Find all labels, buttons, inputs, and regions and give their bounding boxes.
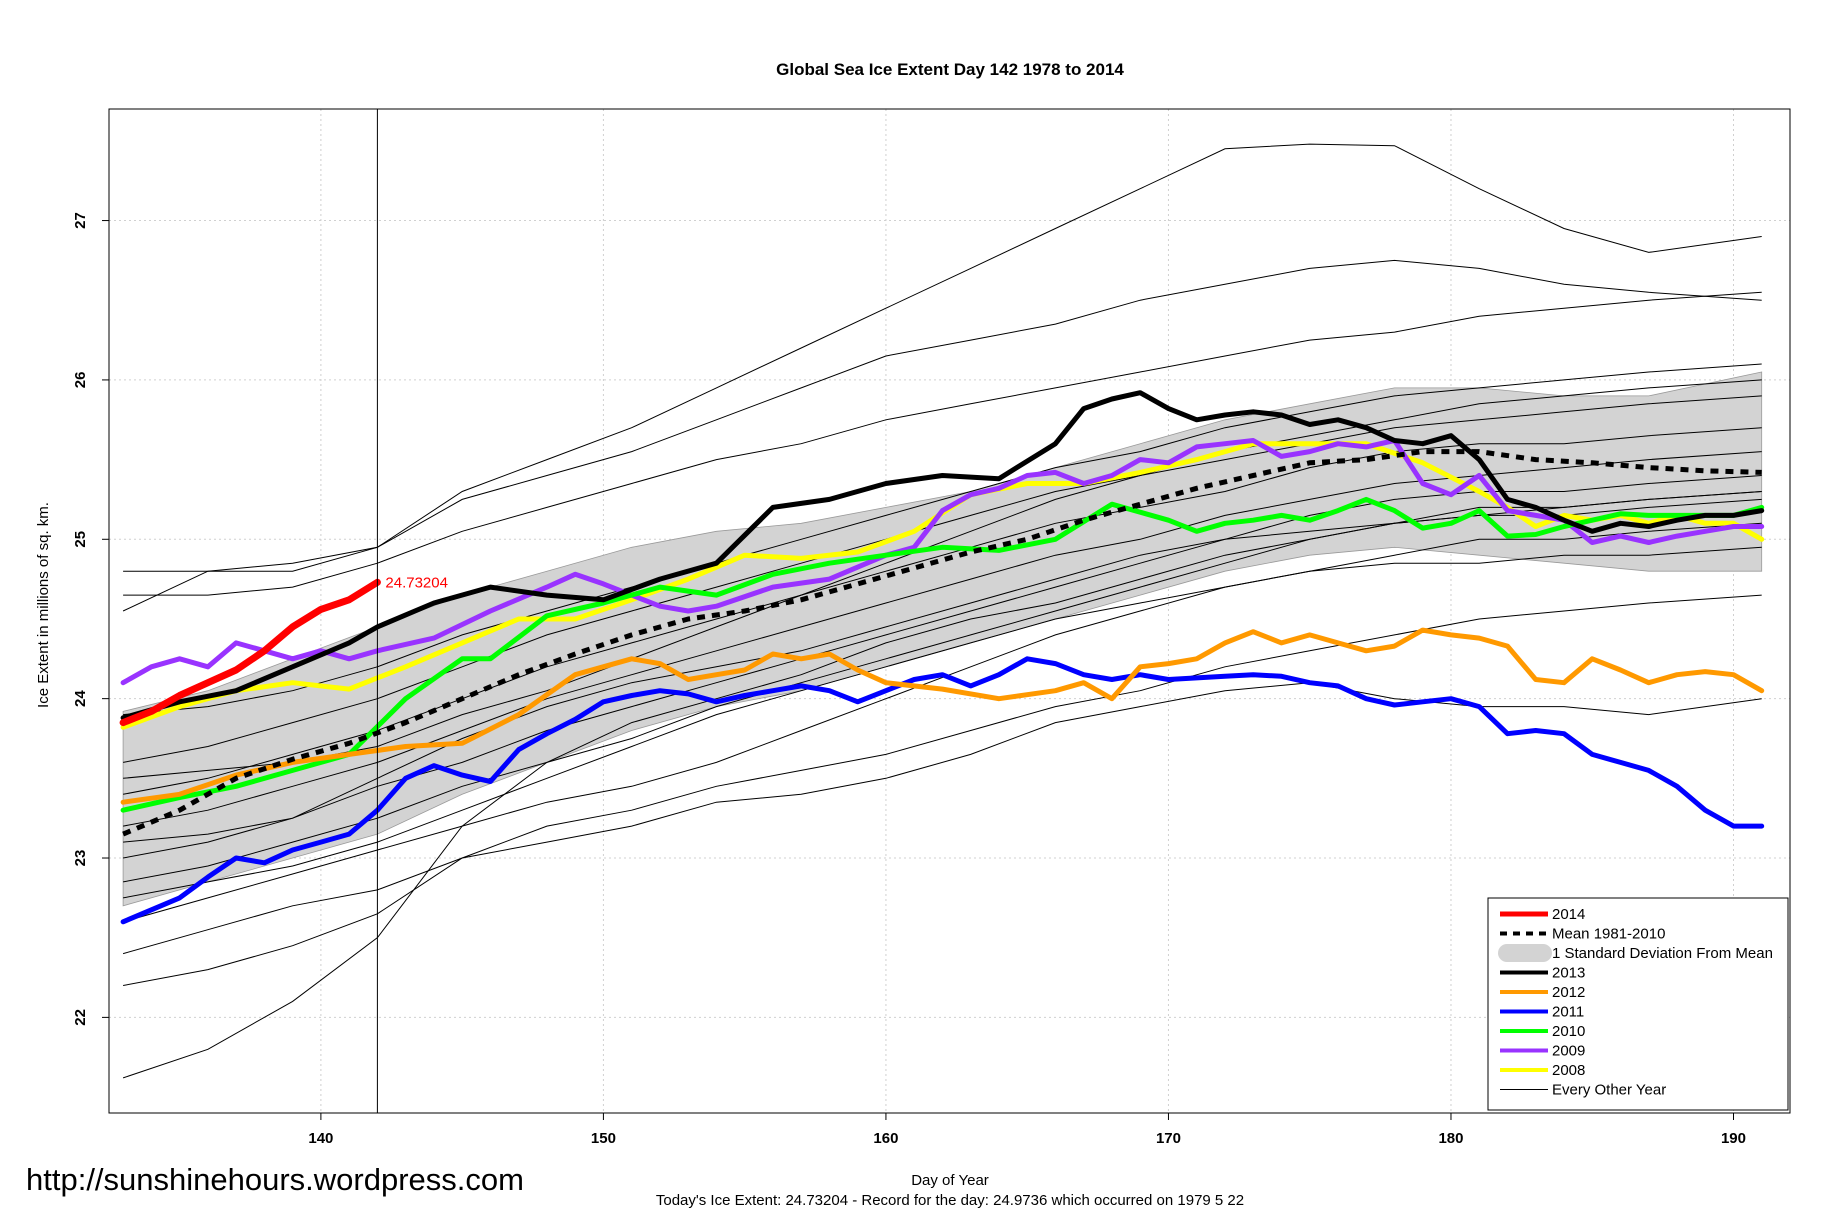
background-year-line — [123, 363, 1762, 716]
x-tick-label: 160 — [873, 1130, 898, 1147]
series-line-2011 — [120, 656, 1765, 925]
current-day-marker: 24.73204 — [376, 109, 448, 1113]
background-year-line — [123, 491, 1762, 883]
website-url: http://sunshinehours.wordpress.com — [26, 1162, 524, 1197]
legend-label: 2013 — [1552, 965, 1585, 982]
y-tick-label: 24 — [72, 690, 89, 707]
std-dev-band — [122, 371, 1763, 907]
background-year-line — [123, 259, 1762, 572]
std-dev-band-area — [122, 371, 1763, 907]
series-line-2013 — [120, 390, 1765, 721]
x-tick-label: 170 — [1156, 1130, 1181, 1147]
background-year-line — [123, 594, 1762, 986]
background-year-line — [123, 291, 1762, 596]
legend-label: Mean 1981-2010 — [1552, 926, 1665, 943]
y-tick-label: 23 — [72, 850, 89, 867]
legend-label: 2012 — [1552, 984, 1585, 1001]
series-line-mean-1981-2010 — [122, 449, 1762, 837]
y-tick-label: 25 — [72, 531, 89, 548]
legend-label: 2011 — [1552, 1004, 1584, 1021]
y-tick-label: 22 — [72, 1009, 89, 1026]
x-tick-label: 180 — [1438, 1130, 1463, 1147]
y-axis-label: Ice Extent in millions of sq. km. — [35, 502, 52, 708]
highlighted-series — [119, 390, 1765, 925]
background-year-line — [122, 143, 1762, 612]
legend-label: 2008 — [1552, 1062, 1585, 1079]
x-tick-label: 190 — [1721, 1130, 1746, 1147]
background-year-line — [122, 682, 1762, 955]
legend: 2014 Mean 1981-2010 1 Standard Deviation F… — [1487, 897, 1789, 1111]
y-tick-label: 27 — [72, 212, 89, 229]
current-value-label: 24.73204 — [385, 574, 448, 591]
series-line-2009 — [120, 438, 1765, 686]
x-axis-ticks: 140 150 160 170 180 190 — [308, 1113, 1746, 1147]
background-year-line — [123, 546, 1762, 899]
legend-label: Every Other Year — [1552, 1082, 1666, 1099]
legend-label: 2009 — [1552, 1043, 1585, 1060]
legend-label: 1 Standard Deviation From Mean — [1552, 945, 1773, 962]
legend-label: 2010 — [1552, 1023, 1585, 1040]
plot-frame — [108, 108, 1791, 1114]
series-line-2012 — [120, 627, 1765, 805]
x-tick-label: 150 — [591, 1130, 616, 1147]
x-axis-label: Day of Year — [911, 1172, 989, 1189]
chart-subtitle: Today's Ice Extent: 24.73204 - Record fo… — [656, 1192, 1244, 1209]
every-other-year-lines — [122, 143, 1762, 1079]
series-line-2014 — [119, 578, 381, 727]
legend-label: 2014 — [1552, 906, 1585, 923]
background-year-line — [123, 475, 1762, 859]
background-year-line — [122, 522, 1762, 923]
y-tick-label: 26 — [72, 372, 89, 389]
legend-swatch — [1498, 944, 1552, 962]
y-axis-ticks: 22 23 24 25 26 27 — [72, 212, 109, 1026]
legend-box — [1487, 897, 1789, 1111]
chart-title: Global Sea Ice Extent Day 142 1978 to 20… — [776, 60, 1124, 79]
background-year-line — [123, 451, 1762, 827]
x-tick-label: 140 — [308, 1130, 333, 1147]
